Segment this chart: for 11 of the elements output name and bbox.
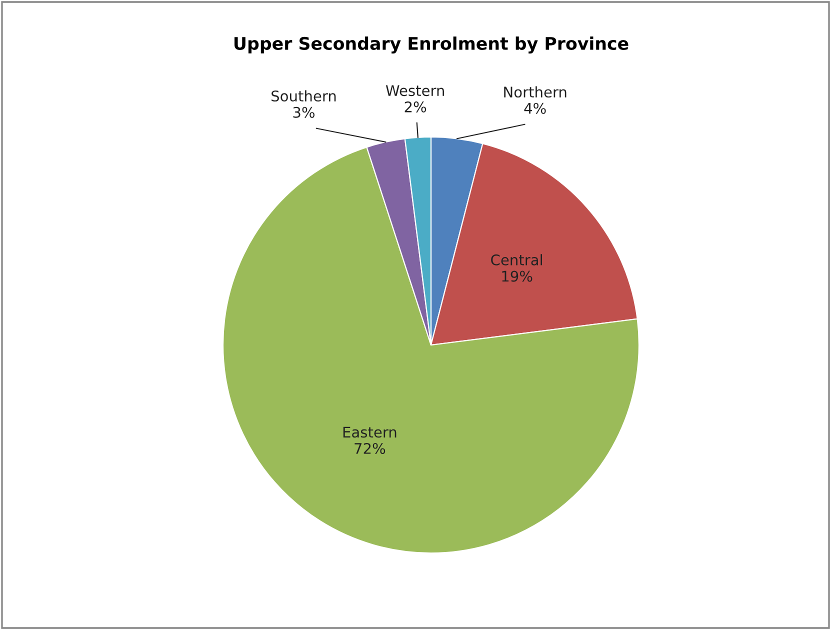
- slice-label: Western: [386, 85, 444, 96]
- slice-label: Southern: [272, 90, 336, 102]
- slice-label: Central: [491, 254, 542, 266]
- data-label: 2%: [404, 101, 426, 112]
- data-label: 19%: [502, 270, 532, 282]
- chart-title: Upper Secondary Enrolment by Province: [234, 36, 628, 54]
- slice-label: Eastern: [343, 426, 396, 438]
- data-label: 3%: [293, 106, 315, 118]
- slice-label: Northern: [504, 86, 566, 98]
- data-label: 72%: [354, 442, 386, 454]
- data-label: 4%: [524, 102, 546, 114]
